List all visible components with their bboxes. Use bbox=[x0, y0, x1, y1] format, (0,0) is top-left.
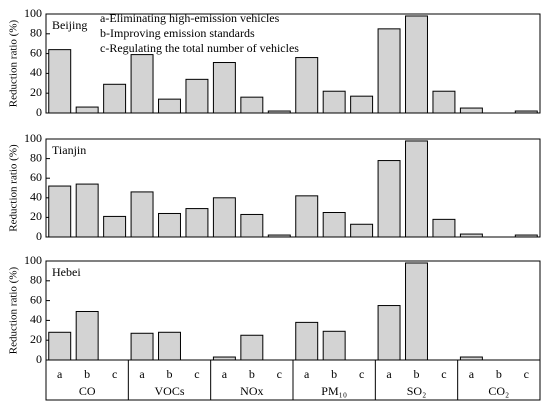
bar bbox=[295, 195, 319, 238]
y-tick-label: 20 bbox=[30, 85, 42, 99]
y-tick-label: 60 bbox=[30, 170, 42, 184]
plot-frame bbox=[45, 13, 541, 114]
group-label: SO₂ bbox=[407, 384, 427, 398]
bar bbox=[295, 321, 319, 361]
x-tick-label: a bbox=[304, 367, 310, 381]
bar bbox=[459, 107, 483, 114]
group-label: CO bbox=[79, 384, 96, 398]
x-tick-label: c bbox=[112, 367, 117, 381]
group-label: PM₁₀ bbox=[321, 384, 347, 398]
bar bbox=[158, 331, 181, 361]
bar bbox=[240, 334, 264, 361]
bar bbox=[158, 212, 181, 238]
y-tick-label: 100 bbox=[24, 253, 42, 267]
legend-entry: b-Improving emission standards bbox=[100, 26, 255, 40]
y-tick-label: 0 bbox=[36, 105, 42, 119]
legend-entry: c-Regulating the total number of vehicle… bbox=[100, 41, 299, 55]
bar bbox=[240, 213, 264, 238]
y-axis-label: Reduction ratio (%) bbox=[8, 266, 20, 354]
y-tick-label: 80 bbox=[30, 26, 42, 40]
bar bbox=[350, 223, 374, 238]
x-tick-label: a bbox=[57, 367, 63, 381]
group-label: VOCs bbox=[154, 384, 184, 398]
group-label: CO₂ bbox=[488, 384, 509, 398]
bar bbox=[322, 330, 346, 361]
y-tick-label: 100 bbox=[24, 131, 42, 145]
x-tick-label: a bbox=[222, 367, 228, 381]
bar bbox=[130, 54, 154, 114]
bar bbox=[130, 332, 154, 361]
y-tick-label: 100 bbox=[24, 6, 42, 20]
bar bbox=[158, 98, 181, 114]
panel-label: Beijing bbox=[52, 18, 87, 32]
bar bbox=[405, 262, 428, 361]
x-tick-label: b bbox=[249, 367, 255, 381]
bar bbox=[75, 183, 99, 238]
bar bbox=[405, 15, 428, 114]
group-label: NOx bbox=[240, 384, 263, 398]
bar bbox=[377, 305, 401, 361]
bar bbox=[212, 62, 236, 114]
y-tick-label: 40 bbox=[30, 190, 42, 204]
legend-entry: a-Eliminating high-emission vehicles bbox=[100, 11, 280, 25]
y-tick-label: 80 bbox=[30, 150, 42, 164]
y-axis-label: Reduction ratio (%) bbox=[8, 19, 20, 107]
bar bbox=[405, 140, 428, 238]
x-tick-label: a bbox=[139, 367, 145, 381]
bar bbox=[377, 28, 401, 114]
bar bbox=[48, 49, 72, 114]
bar bbox=[130, 191, 154, 238]
bar bbox=[48, 185, 72, 238]
bar bbox=[432, 218, 456, 238]
y-tick-label: 20 bbox=[30, 332, 42, 346]
bar bbox=[103, 215, 127, 238]
bar bbox=[75, 310, 99, 361]
y-tick-label: 0 bbox=[36, 352, 42, 366]
plot-frame bbox=[45, 138, 541, 238]
bar bbox=[322, 90, 346, 114]
panel-label: Hebei bbox=[52, 265, 81, 279]
x-tick-label: c bbox=[194, 367, 199, 381]
bar bbox=[377, 160, 401, 238]
x-tick-label: a bbox=[469, 367, 475, 381]
bar bbox=[322, 212, 346, 238]
x-tick-label: b bbox=[331, 367, 337, 381]
x-tick-label: b bbox=[414, 367, 420, 381]
bar bbox=[185, 208, 209, 238]
panel-label: Tianjin bbox=[52, 143, 86, 157]
x-tick-label: c bbox=[277, 367, 282, 381]
y-tick-label: 60 bbox=[30, 45, 42, 59]
x-tick-label: b bbox=[167, 367, 173, 381]
bar bbox=[350, 95, 374, 114]
x-tick-label: c bbox=[524, 367, 529, 381]
y-tick-label: 40 bbox=[30, 65, 42, 79]
y-axis-label: Reduction ratio (%) bbox=[8, 144, 20, 232]
bar bbox=[48, 331, 72, 361]
x-tick-label: b bbox=[496, 367, 502, 381]
bar bbox=[295, 57, 319, 114]
bar bbox=[75, 106, 99, 114]
bar bbox=[185, 78, 209, 114]
x-tick-label: c bbox=[359, 367, 364, 381]
bar bbox=[240, 96, 264, 114]
y-tick-label: 20 bbox=[30, 209, 42, 223]
x-tick-label: a bbox=[386, 367, 392, 381]
x-tick-label: c bbox=[441, 367, 446, 381]
plot-frame bbox=[45, 260, 541, 361]
x-tick-label: b bbox=[84, 367, 90, 381]
y-tick-label: 0 bbox=[36, 229, 42, 243]
bar bbox=[212, 197, 236, 238]
bar bbox=[432, 90, 456, 114]
y-tick-label: 60 bbox=[30, 292, 42, 306]
bar bbox=[103, 83, 127, 114]
y-tick-label: 80 bbox=[30, 273, 42, 287]
y-tick-label: 40 bbox=[30, 312, 42, 326]
